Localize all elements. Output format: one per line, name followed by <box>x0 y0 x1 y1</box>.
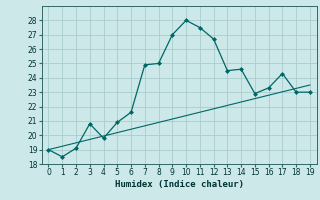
X-axis label: Humidex (Indice chaleur): Humidex (Indice chaleur) <box>115 180 244 189</box>
